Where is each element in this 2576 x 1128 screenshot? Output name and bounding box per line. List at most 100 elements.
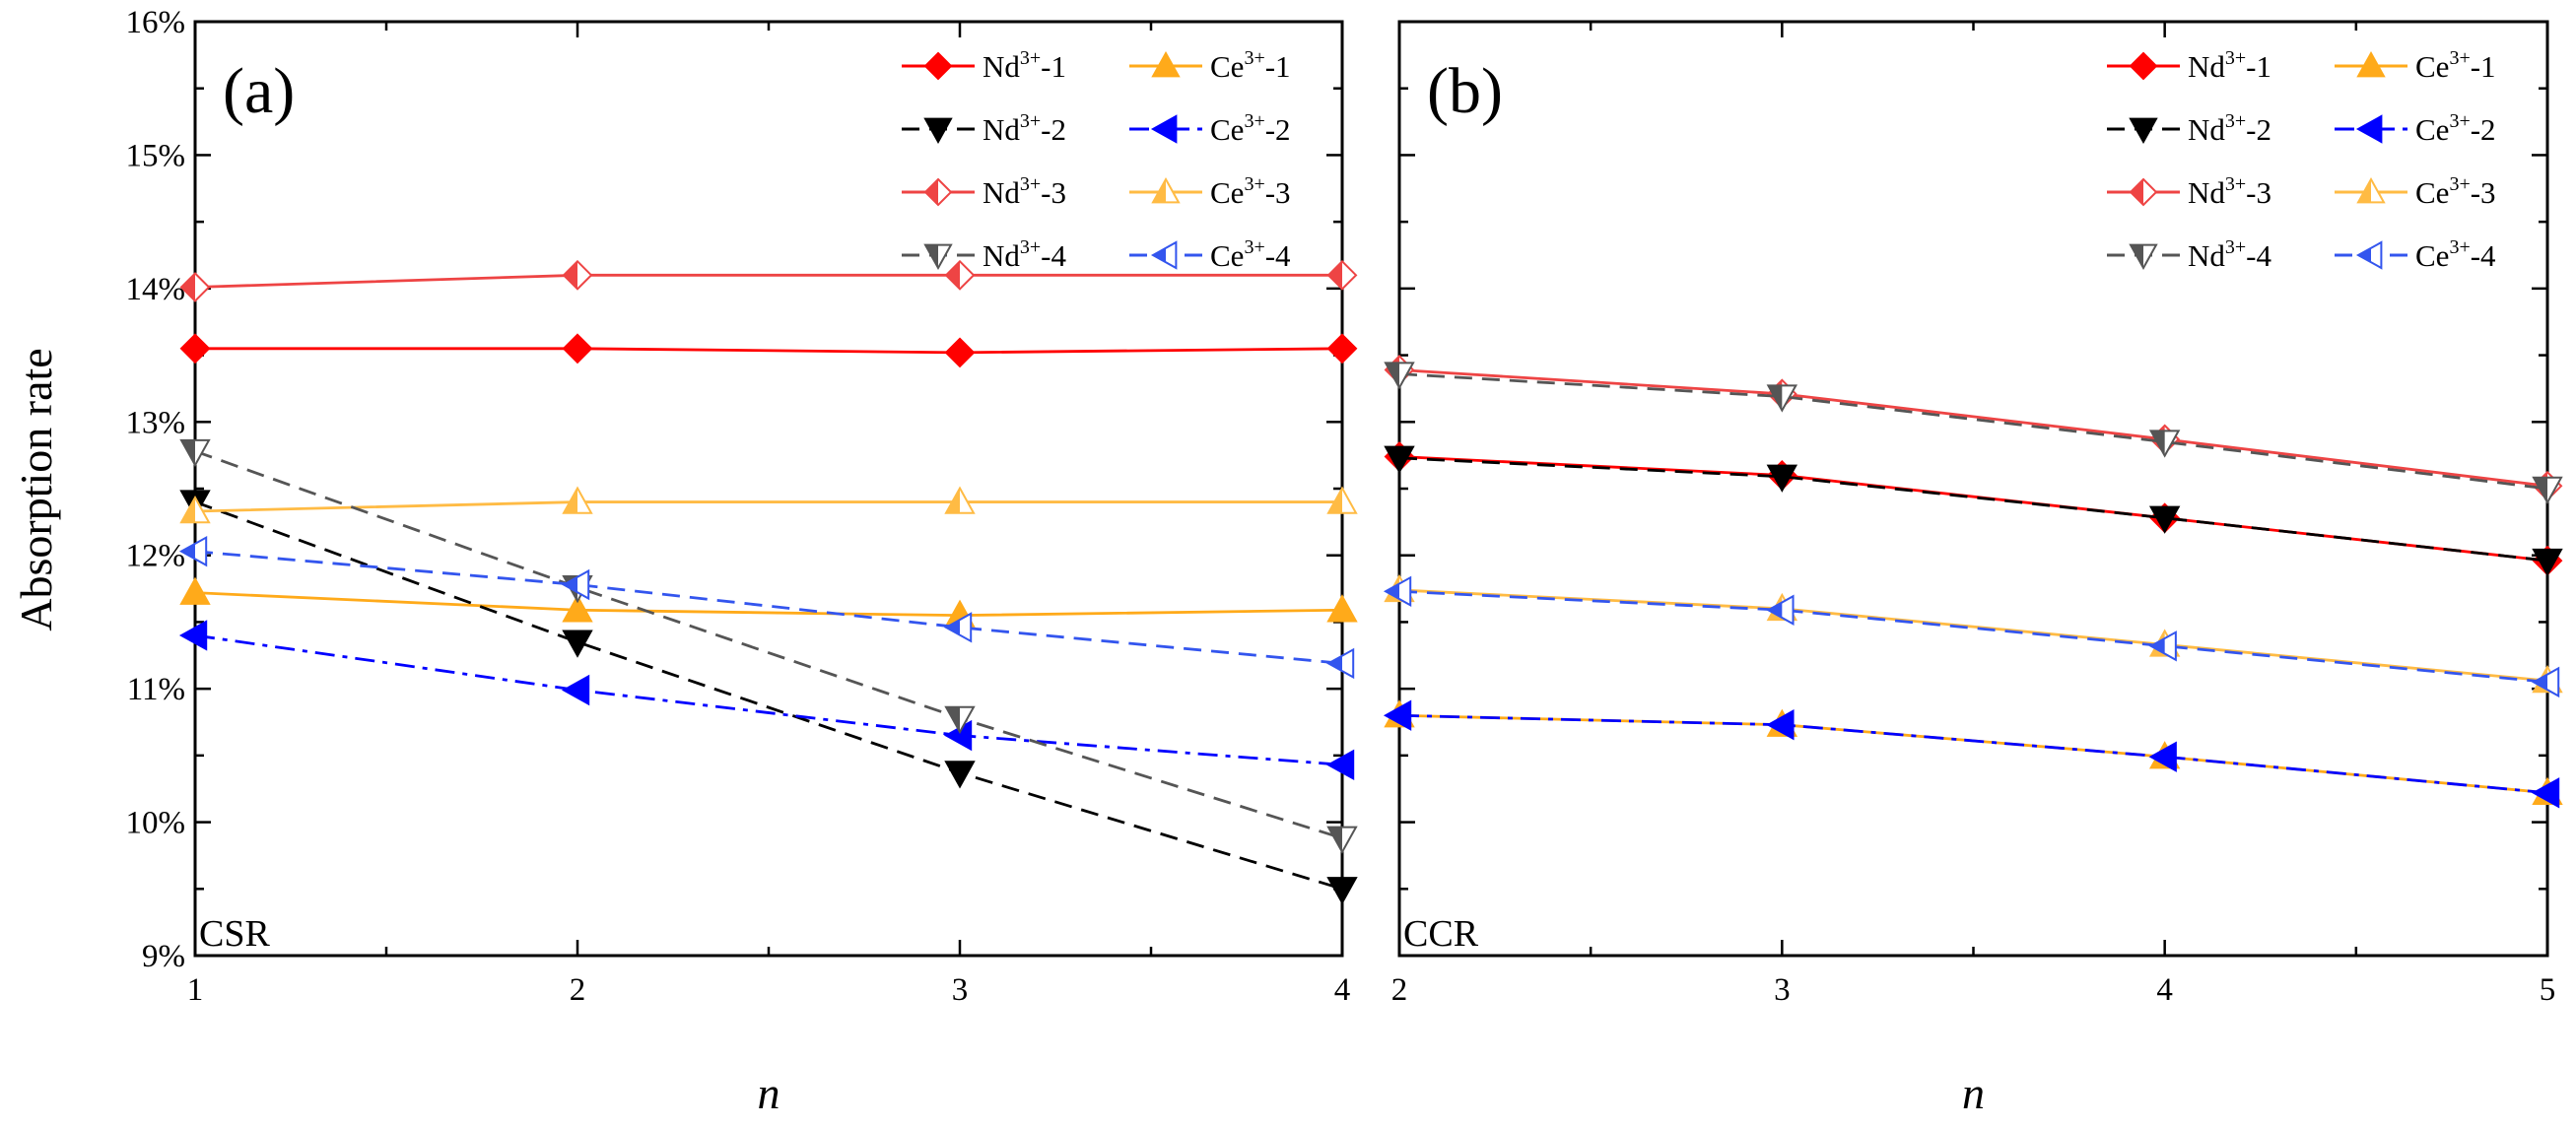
- legend-marker: [923, 243, 953, 271]
- series-line: [1398, 713, 2548, 795]
- legend-marker: [923, 117, 953, 145]
- series-line: [194, 273, 1342, 289]
- series-line: [194, 633, 1343, 766]
- data-point: [1766, 709, 1795, 741]
- y-tick-label: 10%: [126, 806, 186, 841]
- legend-label: Nd3+-4: [983, 236, 1066, 273]
- legend-marker: [2129, 117, 2158, 145]
- legend-entry: Nd3+-1: [902, 47, 1066, 84]
- data-point: [1384, 445, 1415, 474]
- data-point: [2148, 505, 2181, 534]
- legend-entry: Ce3+-3: [1129, 173, 1291, 210]
- legend-label: Ce3+-1: [1210, 47, 1291, 84]
- legend-label: Ce3+-4: [1210, 236, 1291, 273]
- legend: Nd3+-1 Ce3+-1 Nd3+-2 Ce3+-2 Nd3+-3 Ce3+-3 Nd3+…: [902, 47, 1291, 273]
- legend-marker: [2355, 240, 2383, 270]
- legend-label: Nd3+-1: [983, 47, 1066, 84]
- legend-label: Ce3+-3: [1210, 173, 1291, 210]
- data-point: [178, 535, 208, 567]
- data-point: [1384, 362, 1415, 390]
- data-point: [1766, 464, 1798, 493]
- series-line: [194, 500, 1342, 513]
- x-axis-title: n: [1962, 1068, 1985, 1118]
- legend-label: Nd3+-3: [983, 173, 1066, 210]
- legend-entry: Ce3+-4: [1129, 236, 1291, 273]
- y-tick-label: 13%: [126, 405, 186, 440]
- legend-marker: [2355, 114, 2383, 144]
- legend-entry: Ce3+-3: [2335, 173, 2496, 210]
- legend-marker: [1151, 50, 1181, 78]
- x-tick-label: 3: [952, 972, 969, 1008]
- legend-entry: Nd3+-2: [902, 110, 1066, 147]
- data-point: [944, 259, 976, 291]
- data-point: [2532, 476, 2563, 505]
- series-line: [1398, 713, 2548, 795]
- data-point: [179, 576, 211, 605]
- data-point: [561, 674, 590, 706]
- legend-entry: Nd3+-4: [902, 236, 1066, 273]
- legend-marker: [2356, 176, 2386, 204]
- series-line: [1398, 589, 2548, 684]
- x-tick-label: 4: [1334, 972, 1351, 1008]
- legend-entry: Ce3+-2: [2335, 110, 2496, 147]
- y-axis-title: Absorption rate: [11, 348, 61, 630]
- data-point: [2531, 777, 2560, 809]
- y-tick-label: 15%: [126, 138, 186, 173]
- x-tick-label: 2: [570, 972, 586, 1008]
- legend-marker: [1151, 176, 1181, 204]
- y-tick-label: 9%: [142, 939, 185, 974]
- data-point: [944, 337, 976, 368]
- legend-marker: [2356, 50, 2386, 78]
- data-point: [1326, 486, 1358, 514]
- data-point: [2148, 630, 2177, 662]
- data-point: [1326, 826, 1358, 854]
- x-tick-label: 1: [187, 972, 204, 1008]
- legend-entry: Ce3+-1: [1129, 47, 1291, 84]
- data-point: [1326, 877, 1358, 905]
- data-point: [561, 568, 590, 601]
- x-tick-label: 4: [2156, 972, 2173, 1008]
- series-line: [1398, 588, 2548, 683]
- data-point: [1766, 384, 1798, 413]
- legend-label: Ce3+-4: [2415, 236, 2496, 273]
- legend-label: Ce3+-3: [2415, 173, 2496, 210]
- data-point: [1383, 575, 1412, 607]
- legend-label: Nd3+-2: [2188, 110, 2271, 147]
- data-point: [943, 612, 973, 643]
- legend-marker: [923, 177, 953, 207]
- data-point: [179, 495, 211, 524]
- data-point: [179, 333, 211, 365]
- legend-entry: Nd3+-3: [2107, 173, 2271, 210]
- legend-marker: [1150, 240, 1178, 270]
- data-point: [562, 259, 593, 291]
- condition-label: CCR: [1403, 913, 1479, 955]
- data-point: [1326, 259, 1358, 291]
- plot-frame: [1397, 20, 2549, 958]
- x-tick-label: 3: [1774, 972, 1791, 1008]
- data-point: [1766, 594, 1795, 626]
- data-point: [179, 272, 211, 302]
- y-tick-label: 16%: [126, 5, 186, 40]
- data-point: [1325, 647, 1355, 680]
- legend-entry: Ce3+-1: [2335, 47, 2496, 84]
- legend-label: Nd3+-3: [2188, 173, 2271, 210]
- legend-label: Nd3+-1: [2188, 47, 2271, 84]
- legend-entry: Nd3+-4: [2107, 236, 2271, 273]
- x-tick-label: 5: [2540, 972, 2556, 1008]
- series-line: [194, 500, 1343, 891]
- legend-entry: Nd3+-3: [902, 173, 1066, 210]
- legend-label: Nd3+-4: [2188, 236, 2271, 273]
- legend-marker: [2129, 177, 2158, 207]
- data-point: [1325, 749, 1355, 781]
- y-tick-label: 11%: [127, 672, 185, 707]
- data-point: [1326, 594, 1358, 623]
- panel-label: (a): [223, 55, 295, 127]
- series-line: [1398, 368, 2548, 488]
- condition-label: CSR: [199, 913, 270, 955]
- legend-label: Ce3+-2: [2415, 110, 2496, 147]
- legend: Nd3+-1 Ce3+-1 Nd3+-2 Ce3+-2 Nd3+-3 Ce3+-3 Nd3+…: [2107, 47, 2496, 273]
- series-line: [1398, 372, 2548, 491]
- legend-entry: Ce3+-2: [1129, 110, 1291, 147]
